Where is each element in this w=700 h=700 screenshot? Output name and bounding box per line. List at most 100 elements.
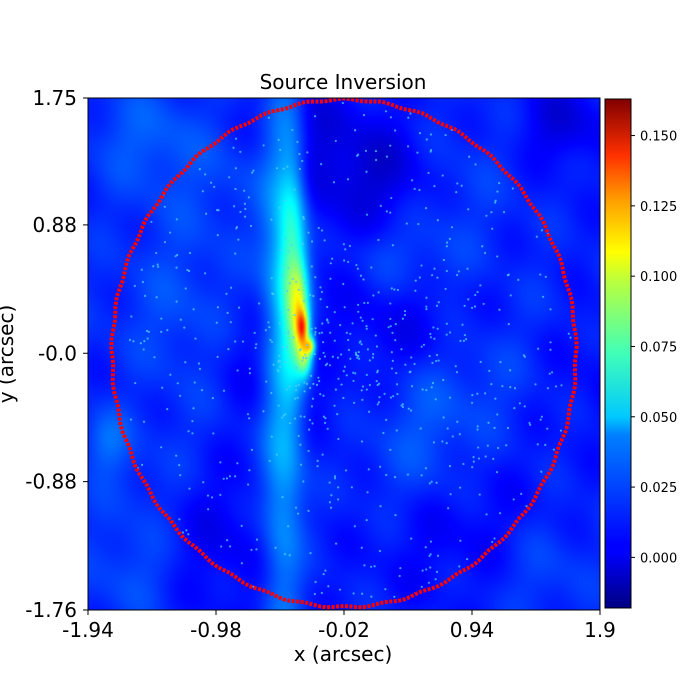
source-pixel-centre (318, 357, 321, 360)
source-pixel-centre (329, 277, 332, 280)
source-pixel-centre (395, 371, 398, 375)
source-pixel-centre (299, 415, 302, 418)
source-pixel-centre (142, 348, 145, 351)
source-pixel-centre (288, 554, 291, 557)
source-pixel-centre (374, 334, 377, 337)
source-pixel-centre (303, 281, 306, 285)
source-pixel-centre (319, 393, 322, 396)
source-pixel-centre (377, 291, 380, 294)
source-pixel-centre (150, 220, 153, 224)
source-pixel-centre (372, 353, 375, 356)
colorbar-gradient (604, 98, 632, 609)
source-pixel-centre (448, 396, 452, 399)
source-pixel-centre (360, 389, 363, 392)
plot-area (87, 97, 601, 611)
source-pixel-centre (404, 363, 407, 366)
source-pixel-centre (243, 189, 246, 192)
source-pixel-centre (307, 449, 310, 453)
source-pixel-centre (340, 353, 343, 356)
source-pixel-centre (471, 394, 474, 397)
source-pixel-centre (304, 356, 308, 359)
source-pixel-centre (428, 354, 431, 358)
source-pixel-centre (458, 565, 461, 568)
source-pixel-centre (295, 280, 298, 283)
source-pixel-centre (425, 296, 428, 299)
source-pixel-centre (350, 486, 353, 489)
source-pixel-centre (393, 476, 397, 479)
source-pixel-centre (284, 238, 287, 241)
source-pixel-centre (310, 265, 313, 268)
source-pixel-centre (302, 217, 306, 221)
source-pixel-centre (379, 505, 382, 508)
source-pixel-centre (229, 286, 233, 289)
source-pixel-centre (366, 491, 369, 494)
source-pixel-centre (272, 292, 275, 296)
source-pixel-centre (427, 171, 430, 175)
source-pixel-centre (297, 383, 300, 386)
source-pixel-centre (485, 513, 488, 516)
source-pixel-centre (141, 280, 145, 284)
source-pixel-centre (250, 448, 254, 451)
source-pixel-centre (323, 239, 326, 242)
source-pixel-centre (431, 381, 435, 385)
source-pixel-centre (445, 241, 449, 244)
source-pixel-centre (226, 539, 229, 542)
source-pixel-centre (322, 415, 326, 418)
source-pixel-centres (128, 101, 572, 598)
source-pixel-centre (385, 418, 388, 421)
source-pixel-centre (185, 529, 188, 532)
source-pixel-centre (128, 338, 132, 342)
source-pixel-centre (364, 149, 368, 152)
source-pixel-centre (313, 352, 316, 356)
source-pixel-centre (490, 382, 493, 386)
source-pixel-centre (290, 244, 293, 247)
source-pixel-centre (414, 289, 417, 292)
source-pixel-centre (345, 331, 348, 334)
source-pixel-centre (418, 276, 421, 279)
source-pixel-centre (360, 440, 364, 443)
source-pixel-centre (320, 290, 324, 294)
source-pixel-centre (342, 282, 345, 286)
source-pixel-centre (349, 332, 352, 335)
source-pixel-centre (434, 578, 437, 581)
source-pixel-centre (361, 398, 364, 401)
source-pixel-centre (270, 340, 274, 344)
source-pixel-centre (449, 493, 452, 496)
source-pixel-centre (294, 384, 298, 388)
source-pixel-centre (262, 144, 265, 147)
source-pixel-centre (501, 385, 504, 388)
source-pixel-centre (408, 371, 411, 374)
source-pixel-centre (445, 333, 448, 336)
source-pixel-centre (389, 317, 392, 321)
source-pixel-centre (569, 336, 572, 339)
source-pixel-centre (473, 305, 477, 308)
source-pixel-centre (357, 354, 360, 358)
source-pixel-centre (542, 295, 545, 298)
source-pixel-centre (367, 410, 371, 413)
source-pixel-centre (467, 298, 470, 301)
source-pixel-centre (323, 355, 327, 358)
x-axis: -1.94 -0.98 -0.02 0.94 1.9 (62, 610, 616, 642)
source-pixel-centre (330, 494, 333, 497)
source-pixel-centre (454, 365, 457, 368)
source-pixel-centre (429, 553, 432, 556)
source-pixel-centre (559, 429, 563, 432)
source-pixel-centre (352, 371, 355, 374)
source-pixel-centre (129, 418, 133, 421)
source-pixel-centre (234, 137, 238, 140)
source-pixel-centre (130, 315, 133, 318)
source-pixel-centre (282, 167, 285, 170)
source-pixel-centre (355, 353, 358, 357)
source-pixel-centre (220, 545, 223, 548)
source-pixel-centre (181, 531, 185, 534)
source-pixel-centre (498, 181, 501, 185)
source-pixel-centre (175, 454, 178, 457)
source-pixel-centre (329, 506, 333, 509)
source-pixel-centre (376, 403, 379, 406)
source-pixel-centre (463, 333, 466, 337)
source-pixel-centre (320, 331, 324, 334)
source-pixel-centre (236, 369, 239, 372)
source-pixel-centre (306, 343, 309, 347)
source-pixel-centre (375, 380, 378, 383)
source-pixel-centre (310, 405, 314, 408)
